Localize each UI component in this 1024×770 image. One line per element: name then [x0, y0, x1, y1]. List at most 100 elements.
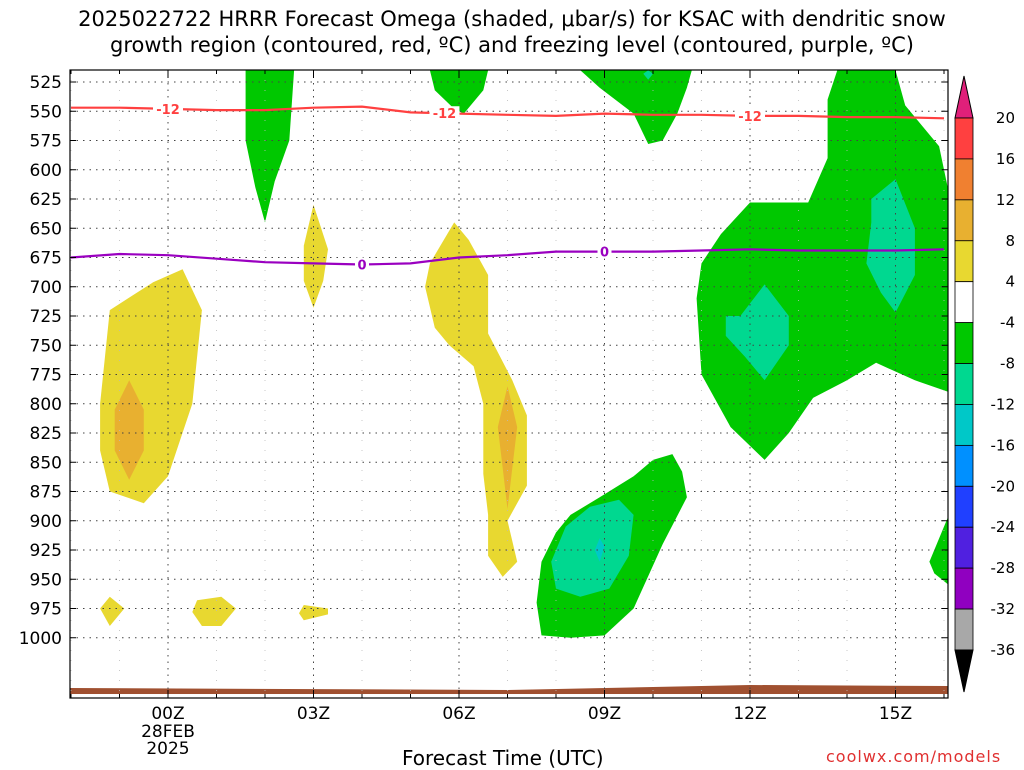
colorbar: 20 16 12 8 4 -4 -8 -12 -16 -20 -24 -28 -32 -36 — [954, 75, 1016, 693]
contour-label: -12 — [738, 110, 762, 125]
omega-region-11 — [643, 70, 653, 80]
omega-region-17 — [866, 179, 915, 313]
contour-label: -12 — [156, 103, 180, 118]
y-tick-label: 950 — [30, 570, 62, 590]
colorbar-swatch — [954, 444, 974, 487]
omega-region-6 — [425, 222, 527, 577]
x-tick-label: 06Z — [442, 704, 475, 724]
omega-region-18 — [929, 517, 948, 585]
omega-region-7 — [497, 386, 518, 509]
contour-label: 0 — [357, 259, 366, 274]
colorbar-label: -32 — [991, 600, 1016, 618]
colorbar-label: -28 — [991, 559, 1016, 577]
y-tick-label: 700 — [30, 278, 62, 298]
y-tick-label: 600 — [30, 161, 62, 181]
colorbar-label: 4 — [1005, 273, 1015, 291]
colorbar-swatch — [954, 322, 974, 364]
omega-region-10 — [580, 70, 692, 144]
credit-link[interactable]: coolwx.com/models — [826, 747, 1002, 766]
y-axis: 525 550 575 600 625 650 675 700 725 750 775 800 825 8… — [19, 73, 948, 649]
contour-line-0 — [70, 248, 945, 266]
colorbar-label: -12 — [991, 395, 1016, 413]
y-tick-label: 725 — [30, 307, 62, 327]
y-tick-label: 850 — [30, 453, 62, 473]
plot-frame — [69, 69, 949, 699]
colorbar-swatch — [954, 526, 974, 569]
x-tick-label: 03Z — [297, 704, 330, 724]
colorbar-label: 20 — [996, 109, 1015, 127]
x-date-label: 2025 — [146, 739, 189, 759]
y-tick-label: 900 — [30, 512, 62, 532]
y-tick-label: 925 — [30, 541, 62, 561]
y-tick-label: 775 — [30, 366, 62, 386]
colorbar-swatch — [954, 199, 974, 242]
y-tick-label: 1000 — [19, 629, 62, 649]
colorbar-swatch — [954, 567, 974, 610]
colorbar-swatch — [954, 608, 974, 651]
omega-shading — [100, 70, 948, 638]
y-tick-label: 675 — [30, 249, 62, 269]
omega-region-13 — [551, 499, 634, 597]
colorbar-swatch — [954, 485, 974, 528]
omega-region-3 — [192, 596, 236, 626]
colorbar-label: -4 — [1000, 314, 1015, 332]
omega-region-1 — [114, 380, 144, 480]
omega-region-5 — [303, 204, 328, 308]
y-tick-label: 525 — [30, 73, 62, 93]
contour-label-bg — [153, 101, 183, 116]
colorbar-label: -20 — [991, 477, 1016, 495]
colorbar-max-arrow — [954, 75, 974, 119]
x-tick-label: 00Z — [151, 704, 184, 724]
colorbar-label: 16 — [996, 150, 1015, 168]
omega-region-9 — [429, 70, 489, 114]
contour-label-bg — [597, 244, 612, 259]
omega-region-16 — [725, 284, 789, 381]
y-tick-label: 800 — [30, 395, 62, 415]
colorbar-swatch — [954, 117, 974, 160]
x-date-label: 28FEB — [141, 722, 195, 742]
omega-region-8 — [245, 70, 295, 223]
surface-fill — [70, 685, 948, 694]
omega-region-4 — [299, 605, 328, 621]
omega-region-0 — [100, 269, 202, 504]
x-axis-label: Forecast Time (UTC) — [402, 746, 604, 770]
colorbar-label: -24 — [991, 518, 1016, 536]
colorbar-label: -16 — [991, 436, 1016, 454]
y-tick-label: 750 — [30, 336, 62, 356]
title-line-1: 2025022722 HRRR Forecast Omega (shaded, … — [78, 7, 946, 31]
colorbar-label: 12 — [996, 191, 1015, 209]
colorbar-label: 8 — [1005, 232, 1015, 250]
x-tick-label: 15Z — [879, 704, 912, 724]
x-tick-label: 09Z — [588, 704, 621, 724]
omega-region-2 — [100, 596, 125, 626]
contour-label-bg — [429, 106, 460, 121]
colorbar-swatch — [954, 404, 974, 446]
grid-lines — [70, 70, 948, 698]
chart-title: 2025022722 HRRR Forecast Omega (shaded, … — [0, 6, 1024, 84]
colorbar-swatch — [954, 363, 974, 405]
temperature-contours: -12 -12 -12 0 0 — [70, 101, 945, 274]
contour-label-bg — [735, 108, 765, 123]
y-tick-label: 550 — [30, 102, 62, 122]
colorbar-label: -8 — [1000, 355, 1015, 373]
colorbar-min-arrow — [954, 649, 974, 693]
colorbar-swatch — [954, 240, 974, 283]
y-tick-label: 625 — [30, 190, 62, 210]
y-tick-label: 975 — [30, 600, 62, 620]
y-tick-label: 825 — [30, 424, 62, 444]
contour-label-bg — [355, 257, 369, 272]
omega-region-14 — [594, 538, 605, 562]
surface-band — [70, 685, 948, 694]
y-tick-label: 575 — [30, 132, 62, 152]
title-line-2: growth region (contoured, red, ºC) and f… — [110, 33, 914, 57]
contour-label: -12 — [433, 107, 457, 122]
y-tick-label: 650 — [30, 219, 62, 239]
colorbar-label: -36 — [991, 641, 1016, 659]
y-tick-label: 875 — [30, 483, 62, 503]
colorbar-swatch — [954, 158, 974, 201]
contour-line--12 — [71, 105, 945, 120]
colorbar-swatch — [954, 281, 974, 324]
contour-label: 0 — [600, 246, 609, 261]
